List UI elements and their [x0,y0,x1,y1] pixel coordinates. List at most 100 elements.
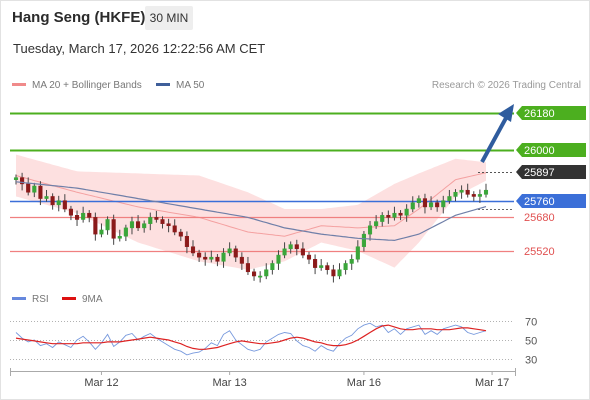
candle-up [13,177,19,180]
candle-down [154,217,159,220]
candle-up [117,235,122,239]
candle-up [337,269,342,277]
price-tag-bg-26000 [516,143,586,157]
legend-rsi-label: RSI [32,294,49,305]
candle-up [483,189,489,195]
candle-down [136,221,141,229]
instrument-title: Hang Seng (HKFE) [12,9,146,26]
candle-up [380,215,385,222]
price-tag-25520: 25520 [524,246,555,258]
candlesticks [13,172,489,283]
candle-up [404,208,409,216]
candle-down [386,215,391,218]
forecast-arrow-head [498,104,514,122]
timeframe-badge[interactable]: 30 MIN [145,6,193,30]
candle-up [447,196,452,201]
legend-9ma: 9MA [62,294,103,305]
legend-bollinger: MA 20 + Bollinger Bands [12,80,142,91]
candle-down [294,244,299,250]
research-credit: Research © 2026 Trading Central [431,80,581,91]
rsi-tick-70: 70 [525,317,537,329]
legend-ma50-label: MA 50 [176,80,205,91]
candle-down [398,212,403,216]
candle-up [319,265,324,268]
candle-up [123,227,128,237]
candle-up [343,263,348,270]
candle-down [68,208,73,216]
candle-up [209,256,214,260]
price-tag-25760: 25760 [524,196,555,208]
candle-down [331,269,336,277]
candle-up [32,185,37,193]
candle-down [306,254,312,260]
rsi-line [15,322,487,356]
candle-up [56,200,61,206]
timestamp: Tuesday, March 17, 2026 12:22:56 AM CET [13,41,266,56]
candle-down [215,256,220,262]
candle-down [62,200,67,210]
candle-up [429,202,434,208]
candle-up [81,212,86,220]
legend-ma50-swatch [156,82,170,86]
candle-down [313,259,318,268]
candle-up [416,198,421,203]
candle-up [221,252,226,262]
candle-down [172,225,177,233]
candle-down [197,252,202,258]
candle-up [142,223,147,229]
x-tick-label: Mar 17 [475,377,509,389]
candle-down [239,256,244,264]
candle-up [44,196,49,199]
candle-up [99,229,104,235]
x-tick-label: Mar 12 [84,377,118,389]
candle-up [148,217,153,224]
candle-down [190,246,196,254]
price-tag-25680: 25680 [524,212,555,224]
candle-up [453,192,458,197]
candle-down [245,263,250,273]
candle-down [74,215,80,220]
candle-down [300,248,305,256]
price-tag-bg-26180 [516,106,586,120]
candle-up [105,219,110,231]
bollinger-middle-line [15,172,487,237]
bollinger-bands [15,154,487,270]
legend-rsi: RSI [12,294,49,305]
legend-bollinger-label: MA 20 + Bollinger Bands [32,80,142,91]
candle-up [276,254,281,264]
candle-down [465,189,470,195]
candle-up [288,244,293,250]
candle-down [166,223,171,227]
candle-down [471,194,476,197]
candle-up [459,189,464,193]
candle-down [233,248,238,258]
price-tags: 26180 26000 25897 25760 25680 25520 [516,106,586,258]
ma50-line [15,181,487,242]
candle-up [270,263,275,270]
candle-up [374,221,379,227]
candle-up [282,248,287,256]
candle-up [361,233,366,247]
x-axis: Mar 12 Mar 13 Mar 16 Mar 17 [10,368,516,389]
rsi-panel: 30 50 70 [10,317,537,367]
candle-up [410,202,415,210]
candle-down [20,177,25,185]
candle-down [160,219,165,224]
candle-down [203,256,208,260]
legend-9ma-swatch [62,296,76,300]
legend-ma50: MA 50 [156,80,204,91]
price-tag-bg-25897 [516,165,586,179]
legend-rsi-swatch [12,296,26,300]
forecast-arrow-shaft [480,117,508,163]
candle-down [325,265,330,270]
candle-up [227,248,232,254]
price-tag-25897: 25897 [524,167,555,179]
x-tick-label: Mar 16 [347,377,381,389]
candle-up [441,200,446,208]
candle-down [50,196,55,206]
candle-down [111,219,116,239]
legend-9ma-label: 9MA [82,294,103,305]
forecast-arrow [480,104,514,163]
candle-down [422,198,428,208]
